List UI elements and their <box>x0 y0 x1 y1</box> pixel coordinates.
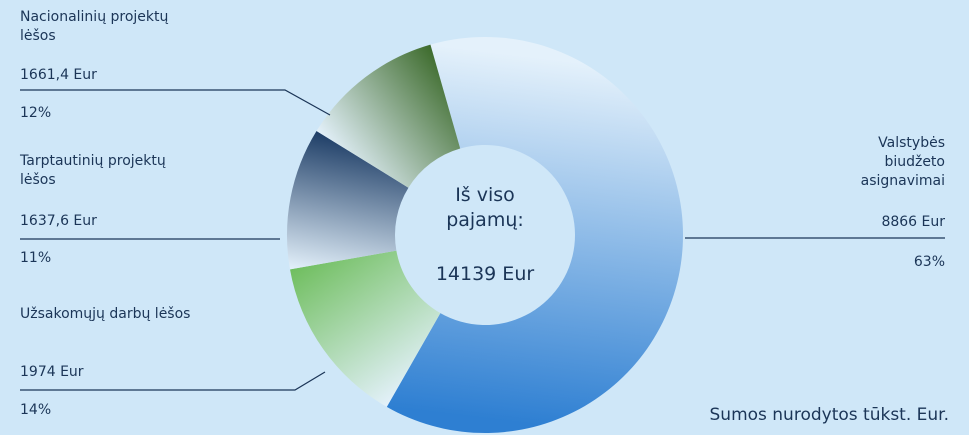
value-label: 1974 Eur <box>20 364 84 380</box>
percent-label: 63% <box>913 254 945 270</box>
percent-label: 14% <box>20 402 52 418</box>
leader-line <box>20 371 326 391</box>
value-label: 1661,4 Eur <box>20 67 97 83</box>
category-label: Valstybės biudžeto asignavimai <box>860 135 945 189</box>
donut-segment <box>386 36 684 433</box>
donut-segment <box>290 250 441 407</box>
value-label: 8866 Eur <box>881 214 945 230</box>
value-label: 1637,6 Eur <box>20 213 97 229</box>
category-label: Nacionalinių projektų lėšos <box>20 9 169 44</box>
center-total: 14139 Eur <box>435 263 535 285</box>
percent-label: 12% <box>20 105 52 121</box>
note: Sumos nurodytos tūkst. Eur. <box>709 405 950 425</box>
category-label: Užsakomųjų darbų lėšos <box>20 306 191 322</box>
donut-segment <box>316 44 461 188</box>
category-label: Tarptautinių projektų lėšos <box>20 153 166 188</box>
leader-line <box>20 89 331 116</box>
donut-segment <box>287 130 409 270</box>
center-title: Iš viso pajamų: <box>446 184 524 231</box>
percent-label: 11% <box>20 250 52 266</box>
